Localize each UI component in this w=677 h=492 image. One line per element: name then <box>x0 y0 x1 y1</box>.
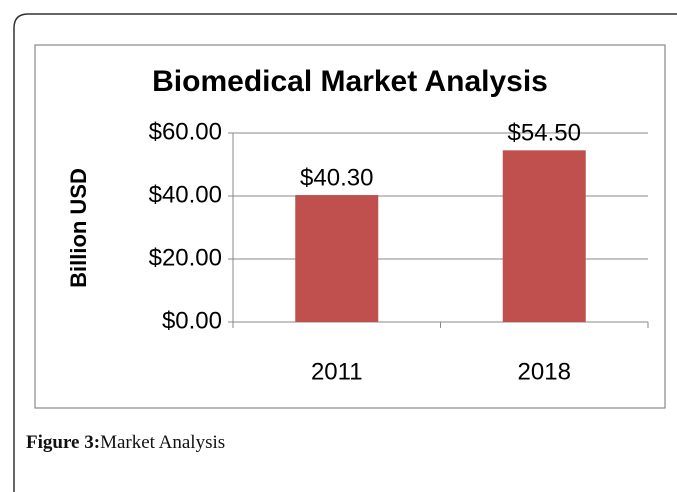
chart-title: Biomedical Market Analysis <box>152 65 548 98</box>
x-tick-label: 2018 <box>518 358 571 385</box>
bar <box>295 195 379 322</box>
y-axis-label: Billion USD <box>66 168 91 288</box>
caption: Figure 3:Market Analysis <box>26 432 225 454</box>
caption-text: Market Analysis <box>100 432 226 453</box>
frame <box>13 13 677 492</box>
bar <box>502 150 586 322</box>
data-label: $54.50 <box>508 120 581 147</box>
y-tick-label: $40.00 <box>149 181 222 208</box>
y-tick-label: $60.00 <box>149 118 222 145</box>
data-label: $40.30 <box>300 164 373 191</box>
y-tick-label: $0.00 <box>162 307 222 334</box>
caption-label: Figure 3: <box>26 432 101 453</box>
x-tick-label: 2011 <box>311 358 363 385</box>
y-tick-label: $20.00 <box>149 244 222 271</box>
